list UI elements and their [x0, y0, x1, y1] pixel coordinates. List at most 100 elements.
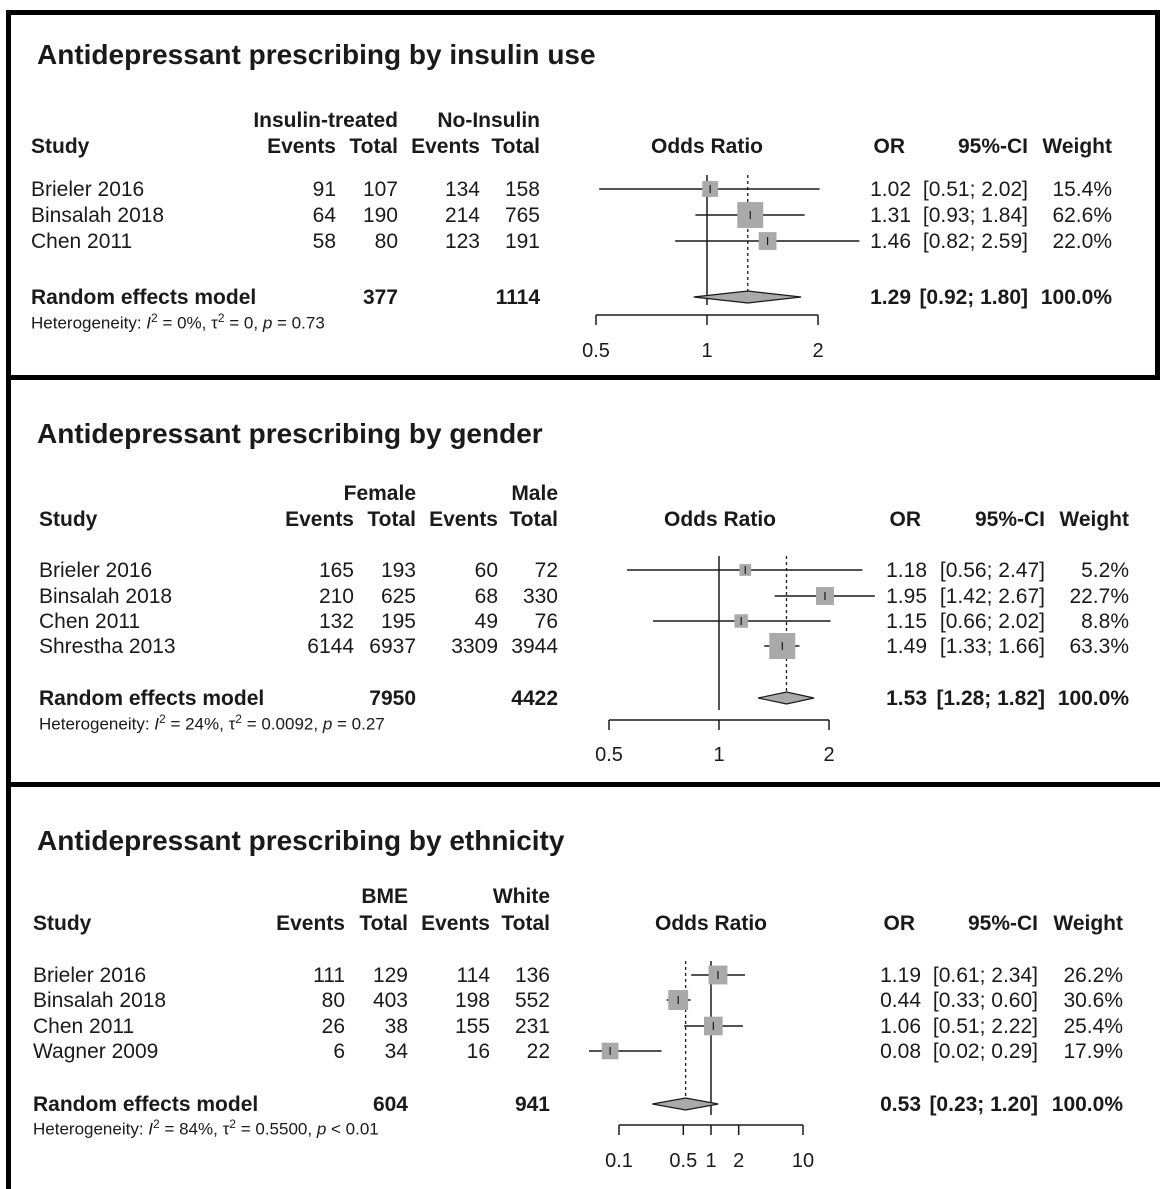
study-name: Chen 2011 [31, 230, 133, 253]
events-group1: 165 [318, 559, 354, 582]
study-weight: 22.7% [1069, 585, 1129, 608]
p-value: = 0.73 [277, 313, 325, 333]
total-group2: 231 [514, 1015, 550, 1038]
group-label-1: Insulin-treated [253, 109, 398, 132]
total-group1: 129 [372, 964, 408, 987]
header-ci: 95%-CI [974, 508, 1045, 531]
i2-value: 0% [177, 313, 202, 333]
header-total: Total [491, 135, 540, 158]
study-weight: 15.4% [1052, 178, 1112, 201]
events-group2: 214 [444, 204, 480, 227]
forest-plot-area: 0.5 1 2 [595, 556, 875, 766]
total-group1: 6937 [369, 635, 416, 658]
header-total: Total [359, 912, 408, 935]
total-group2: 3944 [511, 635, 558, 658]
model-ci: [0.92; 1.80] [919, 286, 1028, 309]
study-weight: 26.2% [1063, 964, 1123, 987]
confidence-interval: [1.33; 1.66] [939, 635, 1045, 658]
events-group2: 134 [444, 178, 480, 201]
heterogeneity-statistic: Heterogeneity: I2 = 24%, τ2 = 0.0092, p … [39, 712, 385, 734]
confidence-interval: [0.61; 2.34] [932, 964, 1038, 987]
header-or: OR [873, 135, 906, 158]
events-group1: 80 [321, 989, 345, 1012]
study-name: Binsalah 2018 [33, 989, 167, 1012]
events-group2: 3309 [451, 635, 498, 658]
events-group2: 16 [466, 1040, 490, 1063]
p-value: = 0.27 [337, 714, 385, 734]
header-study: Study [31, 135, 90, 158]
total-group2: 552 [514, 989, 550, 1012]
header-total: Total [509, 508, 558, 531]
x-axis-tick-label: 1 [701, 340, 712, 362]
group-label-2: No-Insulin [437, 109, 540, 132]
header-events: Events [276, 912, 345, 935]
model-total-group1: 377 [362, 286, 398, 309]
header-study: Study [33, 912, 92, 935]
header-odds-ratio: Odds Ratio [663, 508, 776, 531]
events-group1: 64 [312, 204, 336, 227]
study-weight: 8.8% [1081, 610, 1129, 633]
study-name: Chen 2011 [33, 1015, 135, 1038]
model-total-group1: 604 [372, 1093, 408, 1116]
total-group1: 34 [384, 1040, 408, 1063]
study-name: Brieler 2016 [33, 964, 147, 987]
events-group1: 26 [321, 1015, 345, 1038]
events-group2: 198 [454, 989, 490, 1012]
header-ci: 95%-CI [957, 135, 1028, 158]
header-or: OR [889, 508, 922, 531]
group-label-1: Female [343, 482, 416, 505]
pooled-diamond [758, 691, 815, 705]
total-group2: 136 [514, 964, 550, 987]
header-events: Events [411, 135, 480, 158]
heterogeneity-statistic: Heterogeneity: I2 = 84%, τ2 = 0.5500, p … [33, 1117, 379, 1139]
events-group2: 60 [474, 559, 498, 582]
total-group1: 193 [380, 559, 416, 582]
pooled-diamond [693, 290, 802, 304]
model-ci: [0.23; 1.20] [929, 1093, 1038, 1116]
events-group2: 155 [454, 1015, 490, 1038]
events-group1: 91 [312, 178, 336, 201]
heterogeneity-statistic: Heterogeneity: I2 = 0%, τ2 = 0, p = 0.73 [31, 311, 325, 333]
x-axis-tick-label: 0.5 [669, 1150, 697, 1172]
x-axis-tick-label: 2 [733, 1150, 744, 1172]
group-label-2: White [492, 885, 550, 908]
confidence-interval: [0.51; 2.02] [922, 178, 1028, 201]
header-total: Total [501, 912, 550, 935]
x-axis-tick-label: 0.1 [605, 1150, 633, 1172]
total-group2: 22 [526, 1040, 550, 1063]
group-label-2: Male [511, 482, 558, 505]
model-odds-ratio: 0.53 [880, 1093, 921, 1116]
confidence-interval: [0.02; 0.29] [932, 1040, 1038, 1063]
model-label: Random effects model [33, 1093, 259, 1116]
events-group1: 58 [312, 230, 336, 253]
total-group2: 330 [522, 585, 558, 608]
p-value: < 0.01 [331, 1119, 379, 1139]
pooled-diamond [652, 1097, 719, 1111]
odds-ratio-value: 1.95 [886, 585, 927, 608]
odds-ratio-value: 1.49 [886, 635, 927, 658]
study-name: Binsalah 2018 [31, 204, 165, 227]
model-weight: 100.0% [1040, 286, 1112, 309]
odds-ratio-value: 1.31 [870, 204, 911, 227]
study-weight: 62.6% [1052, 204, 1112, 227]
x-axis-tick-label: 2 [823, 744, 834, 766]
x-axis-tick-label: 10 [792, 1150, 814, 1172]
confidence-interval: [0.93; 1.84] [922, 204, 1028, 227]
total-group1: 107 [362, 178, 398, 201]
events-group2: 49 [474, 610, 498, 633]
x-axis-tick-label: 2 [812, 340, 823, 362]
study-weight: 5.2% [1081, 559, 1129, 582]
model-label: Random effects model [39, 687, 265, 710]
confidence-interval: [0.51; 2.22] [932, 1015, 1038, 1038]
confidence-interval: [0.66; 2.02] [939, 610, 1045, 633]
header-study: Study [39, 508, 98, 531]
events-group1: 132 [318, 610, 354, 633]
total-group2: 76 [534, 610, 558, 633]
model-weight: 100.0% [1051, 1093, 1123, 1116]
study-name: Binsalah 2018 [39, 585, 173, 608]
header-events: Events [421, 912, 490, 935]
events-group1: 6144 [307, 635, 354, 658]
header-odds-ratio: Odds Ratio [650, 135, 763, 158]
study-name: Brieler 2016 [39, 559, 153, 582]
events-group1: 111 [313, 964, 345, 987]
